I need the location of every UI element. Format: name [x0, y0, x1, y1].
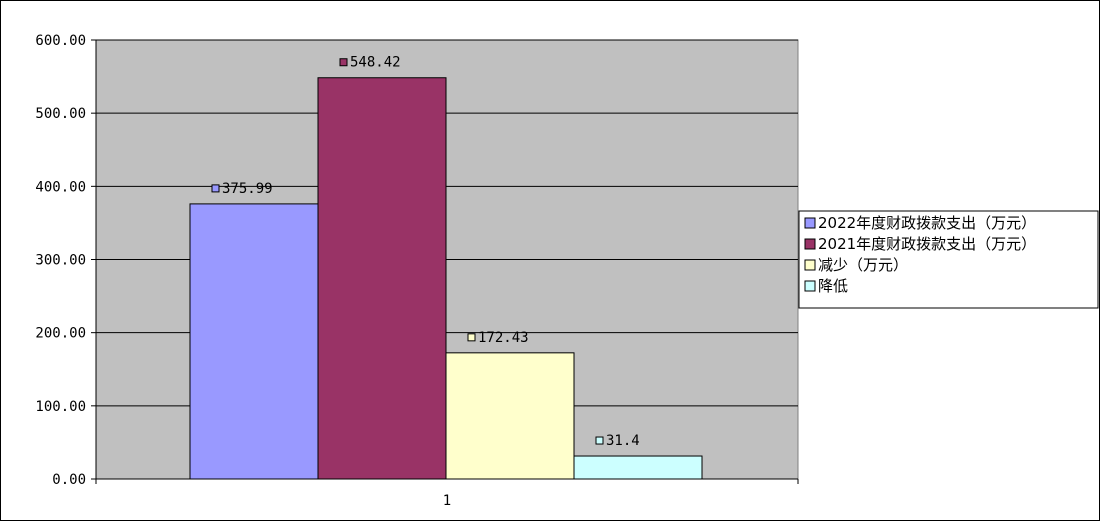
legend-entry: 2022年度财政拨款支出（万元） — [818, 214, 1036, 232]
y-axis: 0.00 100.00 200.00 300.00 400.00 500.00 600.00 — [35, 33, 97, 488]
legend: 2022年度财政拨款支出（万元） 2021年度财政拨款支出（万元） 减少（万元） 降低 — [798, 210, 1099, 309]
bar — [573, 455, 703, 480]
data-label-text: 172.43 — [478, 330, 529, 346]
x-axis: 1 — [95, 478, 799, 509]
data-label: 31.4 — [595, 433, 640, 449]
legend-entry: 2021年度财政拨款支出（万元） — [818, 235, 1036, 253]
data-label-text: 31.4 — [606, 433, 640, 449]
y-tick-label: 100.00 — [35, 399, 86, 415]
y-tick-label: 400.00 — [35, 179, 86, 195]
legend-swatch — [804, 238, 816, 250]
data-labels: 375.99 548.42 172.43 31.4 — [211, 55, 640, 449]
legend-swatch — [804, 259, 816, 271]
data-label: 548.42 — [339, 55, 401, 71]
y-tick-label: 500.00 — [35, 106, 86, 122]
data-label-key — [595, 436, 604, 445]
bar — [189, 203, 319, 480]
bars — [189, 77, 703, 480]
data-label-text: 548.42 — [350, 55, 401, 71]
y-tick-label: 300.00 — [35, 253, 86, 269]
legend-swatch — [804, 217, 816, 229]
legend-swatch — [804, 280, 816, 292]
data-label-key — [467, 333, 476, 342]
y-tick-label: 200.00 — [35, 326, 86, 342]
bar — [317, 77, 447, 480]
data-label-key — [211, 184, 220, 193]
legend-entry: 减少（万元） — [818, 256, 908, 274]
data-label: 375.99 — [211, 181, 273, 197]
data-label: 172.43 — [467, 330, 529, 346]
y-tick-label: 600.00 — [35, 33, 86, 49]
bar — [445, 352, 575, 480]
y-tick-label: 0.00 — [52, 472, 86, 488]
x-tick-label: 1 — [443, 493, 451, 509]
data-label-key — [339, 58, 348, 67]
legend-entry: 降低 — [818, 277, 848, 295]
legend-box — [798, 210, 1099, 309]
data-label-text: 375.99 — [222, 181, 273, 197]
